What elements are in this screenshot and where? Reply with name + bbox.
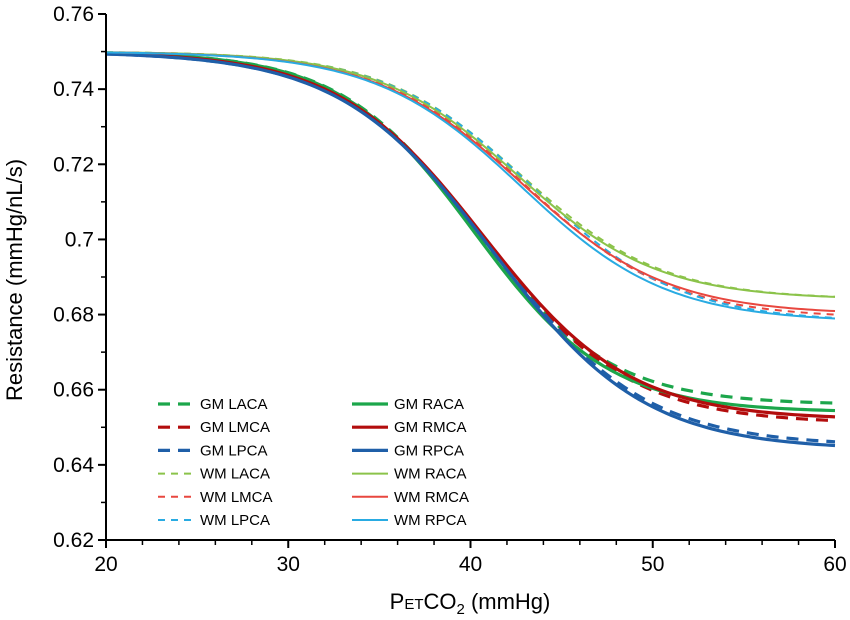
legend-label: WM LPCA [200,512,270,529]
series-line-gm-lpca [105,52,836,444]
x-tick-label: 30 [277,553,300,576]
y-tick-label: 0.68 [53,304,94,327]
y-tick-label: 0.7 [65,228,94,251]
x-title-suffix: (mmHg) [465,589,551,614]
plot-area [105,51,836,448]
legend-label: WM LMCA [200,489,273,506]
x-tick-label: 50 [641,553,664,576]
y-tick-label: 0.66 [53,379,94,402]
series-line-wm-rmca [105,51,836,313]
legend: GM LACA GM LMCA GM LPCA WM LACA WM LMCA WM LP… [158,396,469,529]
series-line-gm-rpca [105,52,836,448]
legend-label: GM RPCA [394,442,464,459]
legend-label: GM LMCA [200,419,270,436]
x-tick-label: 20 [94,553,117,576]
series-line-wm-raca [105,51,836,298]
x-title-prefix: P [390,589,405,614]
y-axis-ticks: 0.62 0.64 0.66 0.68 0.7 0.72 0.74 0.76 [53,3,106,552]
y-tick-label: 0.74 [53,78,94,101]
series-line-gm-lmca [105,52,836,423]
x-axis-title: PETCO2 (mmHg) [390,589,551,618]
series-line-wm-rpca [105,51,836,320]
y-axis-title: Resistance (mmHg/nL/s) [2,159,27,401]
x-axis-ticks: 20 30 40 50 60 [94,540,847,576]
y-tick-label: 0.62 [53,529,94,552]
legend-label: WM LACA [200,466,270,483]
series-line-gm-raca [105,51,836,413]
x-title-co: CO [423,589,456,614]
series-line-wm-lpca [105,51,836,319]
x-tick-label: 40 [459,553,482,576]
x-title-et: ET [404,596,423,613]
legend-label: WM RACA [394,466,467,483]
legend-label: GM LACA [200,396,268,413]
series-line-wm-lmca [105,51,836,316]
legend-label: GM RACA [394,396,464,413]
legend-label: GM LPCA [200,442,268,459]
y-tick-label: 0.76 [53,3,94,26]
legend-label: WM RMCA [394,489,469,506]
y-tick-label: 0.64 [53,454,94,477]
axes [105,14,835,541]
x-tick-label: 60 [823,553,846,576]
x-title-subscript: 2 [456,601,464,618]
y-tick-label: 0.72 [53,153,94,176]
series-line-gm-rmca [105,52,836,419]
series-line-wm-laca [105,51,836,298]
legend-label: GM RMCA [394,419,467,436]
legend-label: WM RPCA [394,512,467,529]
